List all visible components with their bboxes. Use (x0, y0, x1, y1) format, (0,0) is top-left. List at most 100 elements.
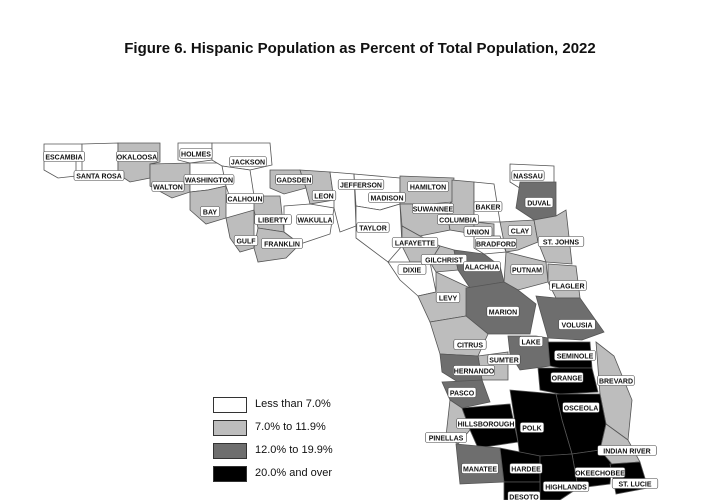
county-label-hardee: HARDEE (509, 463, 543, 474)
svg-text:WALTON: WALTON (153, 185, 183, 192)
svg-text:HOLMES: HOLMES (181, 152, 211, 159)
svg-text:OKALOOSA: OKALOOSA (117, 155, 157, 162)
figure-title: Figure 6. Hispanic Population as Percent… (124, 40, 596, 57)
svg-text:BAY: BAY (203, 210, 217, 217)
county-label-union: UNION (463, 226, 493, 237)
svg-text:LIBERTY: LIBERTY (258, 218, 288, 225)
county-label-highlands: HIGHLANDS (542, 481, 590, 492)
county-label-hernando: HERNANDO (453, 365, 495, 376)
svg-text:SEMINOLE: SEMINOLE (557, 354, 594, 361)
county-label-st-johns: ST. JOHNS (537, 236, 585, 247)
county-label-bradford: BRADFORD (475, 238, 517, 249)
svg-text:GILCHRIST: GILCHRIST (425, 258, 463, 265)
svg-text:ST. LUCIE: ST. LUCIE (618, 482, 651, 489)
svg-text:NASSAU: NASSAU (513, 174, 543, 181)
county-label-lake: LAKE (518, 336, 544, 347)
legend-swatch (213, 397, 247, 413)
svg-text:COLUMBIA: COLUMBIA (439, 218, 477, 225)
county-label-manatee: MANATEE (461, 463, 499, 474)
county-label-pinellas: PINELLAS (425, 432, 467, 443)
svg-text:CALHOUN: CALHOUN (228, 197, 263, 204)
county-label-orange: ORANGE (550, 372, 584, 383)
svg-text:CLAY: CLAY (511, 229, 530, 236)
svg-text:BAKER: BAKER (476, 205, 501, 212)
county-label-marion: MARION (486, 306, 520, 317)
svg-text:HAMILTON: HAMILTON (410, 185, 446, 192)
county-label-duval: DUVAL (524, 197, 554, 208)
svg-text:HIGHLANDS: HIGHLANDS (545, 485, 587, 492)
county-label-putnam: PUTNAM (510, 264, 544, 275)
svg-text:ALACHUA: ALACHUA (465, 265, 500, 272)
county-label-hamilton: HAMILTON (407, 181, 449, 192)
county-label-bay: BAY (200, 206, 220, 217)
county-label-jackson: JACKSON (229, 156, 267, 167)
legend-swatch (213, 466, 247, 482)
svg-text:JEFFERSON: JEFFERSON (340, 183, 382, 190)
county-label-desoto: DESOTO (507, 491, 541, 500)
svg-text:VOLUSIA: VOLUSIA (561, 323, 592, 330)
county-volusia (535, 295, 605, 341)
svg-text:WAKULLA: WAKULLA (298, 218, 333, 225)
county-label-levy: LEVY (435, 292, 461, 303)
county-taylor (355, 203, 403, 263)
county-label-seminole: SEMINOLE (554, 350, 596, 361)
svg-text:ORANGE: ORANGE (552, 376, 583, 383)
county-label-dixie: DIXIE (397, 264, 427, 275)
county-st-lucie (609, 461, 649, 495)
legend-swatch (213, 443, 247, 459)
svg-text:LAKE: LAKE (521, 340, 540, 347)
svg-text:GADSDEN: GADSDEN (276, 178, 311, 185)
svg-text:MADISON: MADISON (370, 196, 403, 203)
county-label-santa-rosa: SANTA ROSA (73, 170, 125, 181)
county-label-leon: LEON (311, 190, 337, 201)
county-label-hillsborough: HILLSBOROUGH (456, 418, 516, 429)
svg-text:OSCEOLA: OSCEOLA (564, 406, 599, 413)
county-label-sumter: SUMTER (487, 354, 521, 365)
county-label-okaloosa: OKALOOSA (116, 151, 158, 162)
legend-label: 12.0% to 19.9% (255, 444, 333, 456)
svg-text:JACKSON: JACKSON (231, 160, 265, 167)
legend-swatch (213, 420, 247, 436)
county-label-holmes: HOLMES (179, 148, 213, 159)
county-label-escambia: ESCAMBIA (43, 151, 85, 162)
county-label-liberty: LIBERTY (254, 214, 292, 225)
svg-text:PUTNAM: PUTNAM (512, 268, 542, 275)
svg-text:PASCO: PASCO (450, 391, 475, 398)
svg-text:PINELLAS: PINELLAS (429, 436, 464, 443)
svg-text:BRADFORD: BRADFORD (476, 242, 516, 249)
svg-text:BREVARD: BREVARD (599, 379, 633, 386)
svg-text:TAYLOR: TAYLOR (359, 226, 387, 233)
county-label-gulf: GULF (233, 235, 259, 246)
county-label-brevard: BREVARD (597, 375, 635, 386)
county-label-wakulla: WAKULLA (296, 214, 334, 225)
svg-text:HERNANDO: HERNANDO (454, 369, 495, 376)
county-bay (189, 185, 227, 225)
svg-text:LAFAYETTE: LAFAYETTE (395, 241, 436, 248)
county-label-walton: WALTON (151, 181, 185, 192)
svg-text:FLAGLER: FLAGLER (551, 284, 584, 291)
svg-text:HARDEE: HARDEE (511, 467, 541, 474)
county-label-okeechobee: OKEECHOBEE (574, 467, 626, 478)
svg-text:POLK: POLK (522, 426, 541, 433)
county-label-gadsden: GADSDEN (275, 174, 313, 185)
county-label-osceola: OSCEOLA (562, 402, 600, 413)
county-label-madison: MADISON (368, 192, 406, 203)
county-label-washington: WASHINGTON (183, 174, 235, 185)
legend-label: 20.0% and over (255, 467, 333, 479)
county-label-columbia: COLUMBIA (437, 214, 479, 225)
svg-text:GULF: GULF (236, 239, 256, 246)
svg-text:OKEECHOBEE: OKEECHOBEE (575, 471, 625, 478)
county-label-jefferson: JEFFERSON (337, 179, 385, 190)
svg-text:LEON: LEON (314, 194, 333, 201)
county-label-indian-river: INDIAN RIVER (597, 445, 657, 456)
svg-text:DIXIE: DIXIE (403, 268, 422, 275)
county-label-baker: BAKER (473, 201, 503, 212)
county-highlands (539, 453, 579, 500)
svg-text:ESCAMBIA: ESCAMBIA (45, 155, 82, 162)
county-label-lafayette: LAFAYETTE (391, 237, 439, 248)
county-label-calhoun: CALHOUN (226, 193, 264, 204)
county-label-nassau: NASSAU (511, 170, 545, 181)
county-label-st-lucie: ST. LUCIE (611, 478, 659, 489)
county-label-franklin: FRANKLIN (261, 238, 303, 249)
